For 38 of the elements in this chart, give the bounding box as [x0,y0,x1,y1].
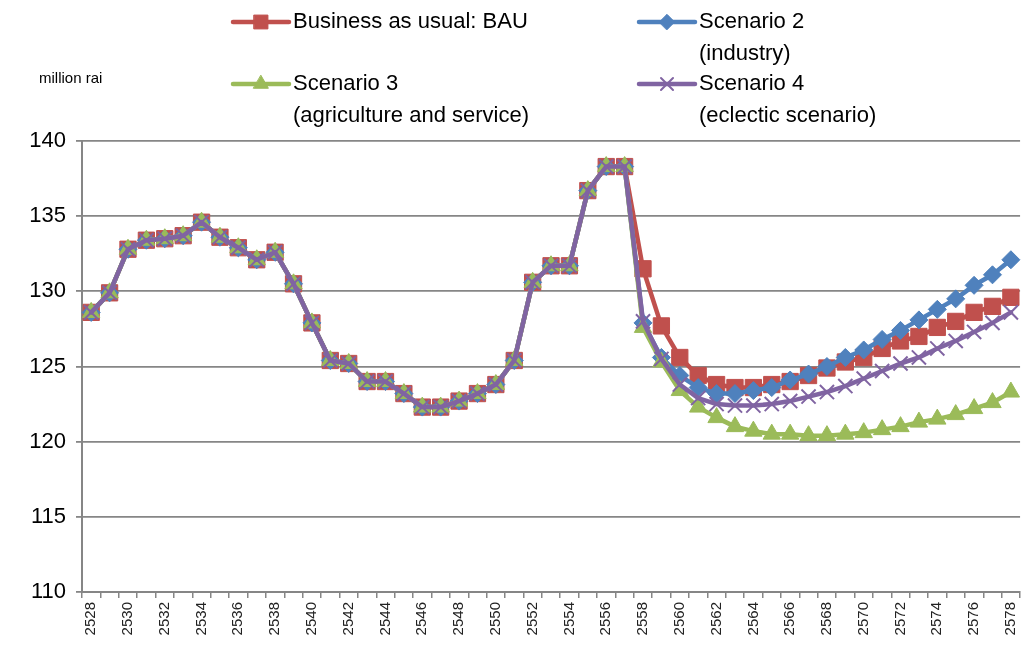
x-tick-label: 2578 [1001,602,1019,636]
y-tick-label: 120 [29,427,66,453]
x-tick-label: 2566 [780,602,798,636]
y-tick-label: 135 [29,202,66,228]
x-tick-label: 2530 [118,602,136,636]
x-tick-label: 2564 [743,602,761,636]
x-tick-label: 2532 [154,602,172,636]
x-tick-label: 2574 [927,602,945,636]
x-tick-label: 2556 [596,602,614,636]
x-tick-label: 2558 [633,602,651,636]
y-tick-label: 130 [29,277,66,303]
legend-label: Business as usual: BAU [293,8,528,34]
x-tick-label: 2550 [486,602,503,636]
y-axis-title: million rai [39,69,103,87]
legend-label: Scenario 3 (agriculture and service) [293,70,529,128]
legend-label: Scenario 2 (industry) [699,8,805,66]
y-tick-label: 140 [29,127,66,153]
x-tick-label: 2540 [302,602,320,636]
x-tick-label: 2568 [817,602,835,636]
x-tick-label: 2552 [522,602,540,636]
x-tick-label: 2576 [964,602,982,636]
x-tick-label: 2542 [338,602,356,636]
x-tick-label: 2536 [228,602,246,636]
x-tick-label: 2544 [375,602,393,636]
legend-label: Scenario 4 (eclectic scenario) [699,70,877,128]
x-tick-label: 2572 [890,602,908,636]
x-tick-label: 2528 [81,602,99,636]
x-tick-label: 2562 [706,602,724,636]
x-tick-label: 2560 [669,602,687,636]
x-tick-label: 2548 [449,602,467,636]
x-tick-label: 2546 [412,602,430,636]
y-tick-label: 110 [30,578,66,604]
x-tick-label: 2570 [853,602,871,636]
x-tick-label: 2534 [191,602,209,636]
y-tick-label: 115 [30,502,66,528]
x-tick-label: 2554 [559,602,577,636]
y-tick-label: 125 [29,352,66,378]
x-tick-label: 2538 [265,602,283,636]
